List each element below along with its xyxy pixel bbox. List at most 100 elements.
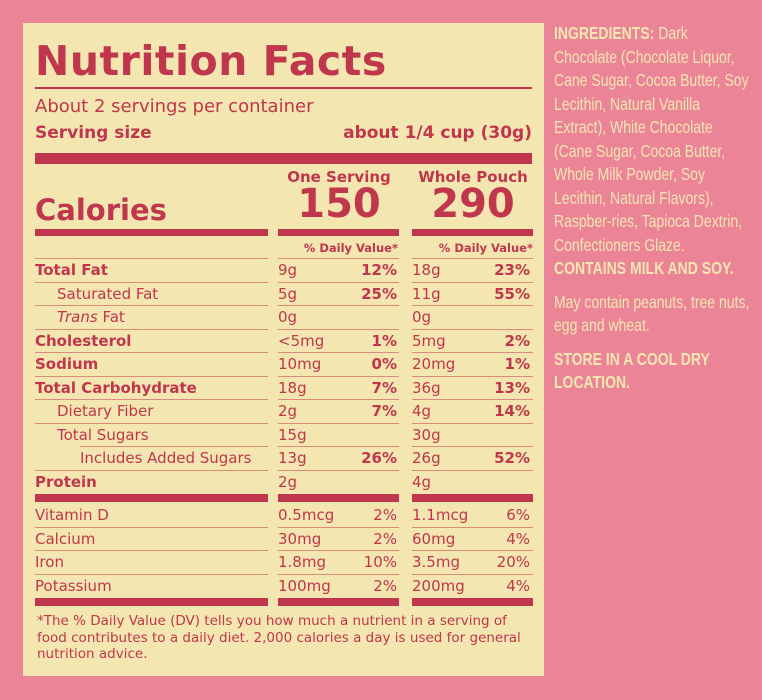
nutrient-name: Iron <box>35 553 64 571</box>
nutrient-row: Sodium 10mg 0% 20mg 1% <box>23 352 544 376</box>
nutrient-row: Total Fat 9g 12% 18g 23% <box>23 258 544 282</box>
whole-pouch-dv: 13% <box>494 378 530 397</box>
nutrient-name-text: Includes Added Sugars <box>80 449 252 467</box>
nutrient-name-text: Protein <box>35 472 97 491</box>
row-divider <box>278 550 399 551</box>
row-divider <box>278 328 399 330</box>
one-serving-amount: 13g <box>278 449 307 467</box>
row-divider <box>35 469 268 471</box>
row-divider <box>412 352 533 353</box>
thick-divider <box>412 598 533 606</box>
row-divider <box>35 352 268 353</box>
row-divider <box>278 399 399 400</box>
row-divider <box>35 550 268 551</box>
row-divider <box>278 573 399 575</box>
whole-pouch-amount: 4g <box>412 402 432 420</box>
whole-pouch-amount: 11g <box>412 284 441 303</box>
whole-pouch-amount: 20mg <box>412 355 456 373</box>
nutrient-name-text: Trans <box>57 308 98 326</box>
nutrient-name: Protein <box>35 473 97 491</box>
nutrition-title: Nutrition Facts <box>35 37 387 85</box>
nutrient-row: Dietary Fiber 2g 7% 4g 14% <box>23 399 544 423</box>
whole-pouch-amount: 4g <box>412 472 432 491</box>
servings-per-container: About 2 servings per container <box>35 96 314 117</box>
whole-pouch-amount: 60mg <box>412 529 456 548</box>
nutrient-name-text: Calcium <box>35 529 96 548</box>
nutrient-row: Saturated Fat 5g 25% 11g 55% <box>23 282 544 306</box>
row-divider <box>35 328 268 330</box>
nutrient-name-text: Saturated Fat <box>57 284 159 303</box>
one-serving-amount: 2g <box>278 402 298 420</box>
nutrient-name-text: Total Fat <box>35 261 108 279</box>
vitamin-row: Vitamin D 0.5mcg 2% 1.1mcg 6% <box>23 503 544 527</box>
nutrition-facts-panel: Nutrition Facts About 2 servings per con… <box>23 23 544 676</box>
ingredients-text: Dark Chocolate (Chocolate Liquor, Cane S… <box>554 23 749 255</box>
one-serving-dv: 25% <box>361 284 397 303</box>
nutrient-name-text: Dietary Fiber <box>57 402 154 420</box>
thick-divider <box>278 598 399 606</box>
ingredients-block: INGREDIENTS: Dark Chocolate (Chocolate L… <box>554 22 751 405</box>
whole-pouch-dv: 14% <box>494 402 530 420</box>
one-serving-amount: 1.8mg <box>278 553 326 571</box>
whole-pouch-header: Whole Pouch <box>418 168 528 186</box>
whole-pouch-dv: 20% <box>496 553 530 571</box>
one-serving-amount: 15g <box>278 425 307 444</box>
allergen-statement: CONTAINS MILK AND SOY. <box>554 258 734 278</box>
one-serving-calories: 150 <box>297 181 381 227</box>
row-divider <box>412 446 533 447</box>
row-divider <box>35 375 268 377</box>
one-serving-dv: 2% <box>373 576 397 595</box>
thick-divider <box>278 494 399 502</box>
one-serving-amount: 0.5mcg <box>278 506 335 524</box>
whole-pouch-dv: 4% <box>506 576 530 595</box>
row-divider <box>412 550 533 551</box>
nutrient-row: Total Sugars 15g 30g <box>23 423 544 447</box>
row-divider <box>278 258 399 259</box>
one-serving-dv: 0% <box>371 355 397 373</box>
one-serving-dv: 10% <box>363 553 397 571</box>
one-serving-amount: 10mg <box>278 355 322 373</box>
nutrient-name: Cholesterol <box>35 332 131 350</box>
nutrient-name: Trans Fat <box>57 308 125 326</box>
whole-pouch-dv: 23% <box>494 261 530 279</box>
nutrient-name-text: Total Carbohydrate <box>35 378 197 397</box>
row-divider <box>35 573 268 575</box>
storage-instructions: STORE IN A COOL DRY LOCATION. <box>554 348 710 393</box>
whole-pouch-dv: 2% <box>504 331 530 350</box>
daily-value-header: % Daily Value* <box>303 241 398 255</box>
thick-divider <box>35 598 268 606</box>
whole-pouch-dv: 1% <box>504 355 530 373</box>
nutrient-row: Includes Added Sugars 13g 26% 26g 52% <box>23 446 544 470</box>
divider <box>35 87 532 89</box>
whole-pouch-amount: 18g <box>412 261 441 279</box>
row-divider <box>35 281 268 283</box>
vitamin-row: Calcium 30mg 2% 60mg 4% <box>23 527 544 551</box>
whole-pouch-amount: 0g <box>412 308 432 326</box>
one-serving-amount: 0g <box>278 308 298 326</box>
serving-size-value: about 1/4 cup (30g) <box>343 123 532 143</box>
whole-pouch-dv: 4% <box>506 529 530 548</box>
one-serving-dv: 7% <box>371 378 397 397</box>
row-divider <box>278 526 399 528</box>
nutrient-name: Sodium <box>35 355 98 373</box>
row-divider <box>278 305 399 306</box>
calories-bar <box>278 229 399 236</box>
may-contain-statement: May contain peanuts, tree nuts, egg and … <box>554 291 750 336</box>
nutrient-row: Protein 2g 4g <box>23 470 544 494</box>
row-divider <box>278 375 399 377</box>
daily-value-footnote: *The % Daily Value (DV) tells you how mu… <box>37 613 521 662</box>
row-divider <box>412 328 533 330</box>
whole-pouch-dv: 6% <box>506 506 530 524</box>
vitamin-row: Potassium 100mg 2% 200mg 4% <box>23 574 544 598</box>
one-serving-amount: 5g <box>278 284 298 303</box>
nutrient-name-text: Potassium <box>35 576 112 595</box>
nutrient-name-text: Vitamin D <box>35 506 109 524</box>
whole-pouch-amount: 3.5mg <box>412 553 460 571</box>
nutrient-name-suffix: Fat <box>97 308 125 326</box>
one-serving-amount: <5mg <box>278 331 325 350</box>
whole-pouch-dv: 55% <box>494 284 530 303</box>
one-serving-dv: 2% <box>373 529 397 548</box>
row-divider <box>35 422 268 424</box>
whole-pouch-amount: 36g <box>412 378 441 397</box>
nutrient-name-text: Cholesterol <box>35 331 132 350</box>
